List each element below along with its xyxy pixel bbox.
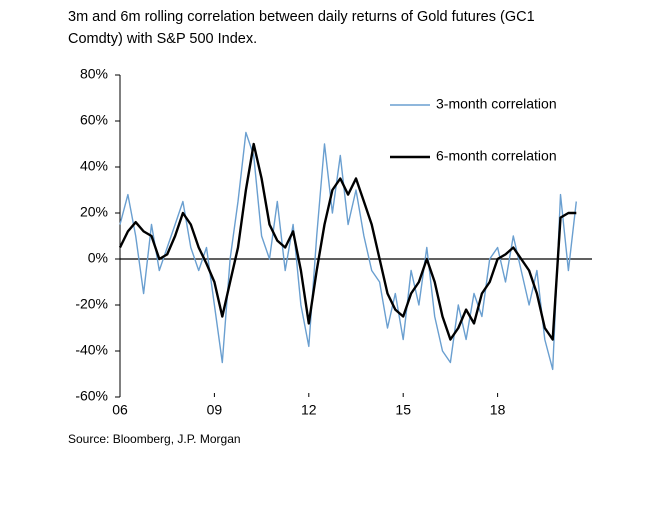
x-tick-label: 15 bbox=[395, 402, 411, 418]
legend-label: 3-month correlation bbox=[436, 96, 557, 112]
x-tick-label: 12 bbox=[301, 402, 317, 418]
y-tick-label: -20% bbox=[75, 296, 108, 312]
legend-label: 6-month correlation bbox=[436, 148, 557, 164]
y-tick-label: 20% bbox=[80, 204, 108, 220]
x-tick-label: 18 bbox=[490, 402, 506, 418]
x-tick-label: 06 bbox=[112, 402, 128, 418]
y-tick-label: 60% bbox=[80, 112, 108, 128]
chart-title-text: Comdty) with S&P 500 Index. bbox=[68, 31, 257, 47]
y-tick-label: 0% bbox=[88, 250, 108, 266]
chart-title: 3m and 6m rolling correlation between da… bbox=[68, 9, 535, 47]
series-line bbox=[118, 142, 577, 341]
y-tick-label: 40% bbox=[80, 158, 108, 174]
y-tick-label: 80% bbox=[80, 66, 108, 82]
y-tick-label: -40% bbox=[75, 342, 108, 358]
chart-title-text: 3m and 6m rolling correlation between da… bbox=[68, 9, 535, 25]
x-tick-label: 09 bbox=[207, 402, 223, 418]
source-note: Source: Bloomberg, J.P. Morgan bbox=[68, 432, 241, 446]
series-line bbox=[119, 131, 577, 371]
y-tick-label: -60% bbox=[75, 388, 108, 404]
